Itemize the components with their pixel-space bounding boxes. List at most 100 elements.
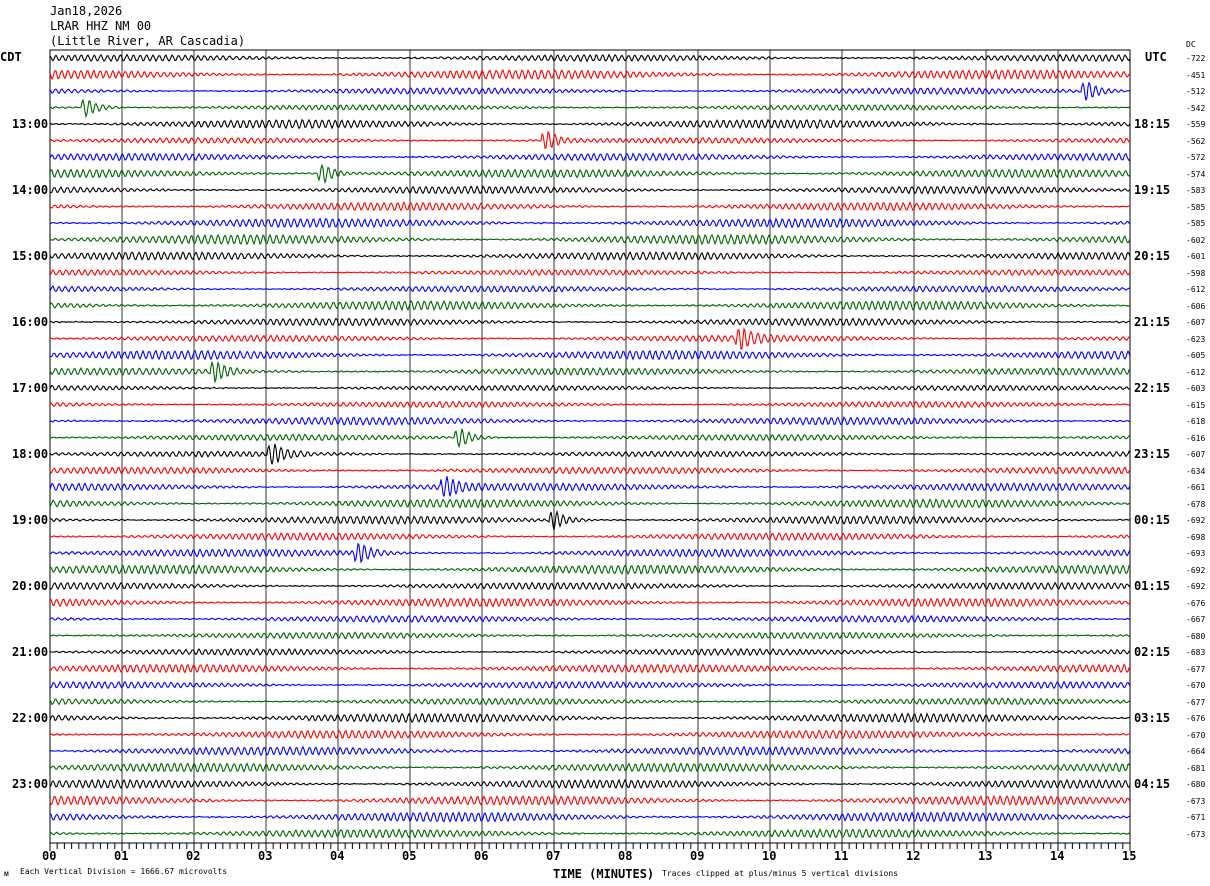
- seismic-trace: [49, 712, 1131, 724]
- x-tick-label: 08: [618, 849, 633, 863]
- dc-offset-label: -585: [1186, 202, 1206, 212]
- seismic-trace: [50, 542, 1131, 564]
- x-tick-label: 15: [1122, 849, 1137, 863]
- left-hour-label: 17:00: [12, 381, 49, 395]
- dc-offset-label: -572: [1186, 153, 1206, 162]
- seismic-trace: [49, 53, 1131, 63]
- seismic-trace: [49, 563, 1131, 576]
- seismic-trace: [49, 400, 1131, 409]
- seismic-trace: [49, 217, 1131, 229]
- dc-offset-label: -664: [1186, 747, 1206, 756]
- seismic-trace: [49, 614, 1131, 624]
- right-hour-label: 01:15: [1134, 579, 1171, 593]
- dc-offset-label: -605: [1186, 351, 1206, 360]
- seismic-trace: [49, 597, 1131, 609]
- seismic-trace: [49, 465, 1131, 475]
- left-hour-label: 19:00: [12, 513, 49, 527]
- seismic-trace: [49, 416, 1130, 427]
- dc-offset-label: -607: [1186, 318, 1206, 327]
- x-tick-label: 11: [834, 849, 849, 863]
- right-hour-label: 03:15: [1134, 711, 1171, 725]
- dc-offset-label: -692: [1186, 516, 1206, 525]
- seismic-trace: [49, 233, 1131, 246]
- left-hour-label: 22:00: [12, 711, 49, 725]
- left-hour-label: 16:00: [12, 315, 49, 329]
- dc-offset-label: -673: [1186, 796, 1206, 806]
- seismic-trace: [49, 384, 1131, 392]
- dc-offset-label: -616: [1186, 433, 1206, 443]
- location-label: (Little River, AR Cascadia): [50, 34, 246, 48]
- seismic-trace: [49, 443, 1131, 465]
- left-hour-label: 18:00: [12, 447, 49, 461]
- dc-offset-label: -698: [1186, 532, 1206, 542]
- seismic-trace: [49, 152, 1131, 162]
- x-tick-label: 10: [762, 849, 777, 863]
- dc-offset-label: -671: [1186, 813, 1206, 822]
- scale-note: Each Vertical Division = 1666.67 microvo…: [20, 867, 228, 876]
- right-hour-label: 02:15: [1134, 645, 1171, 659]
- right-hour-label: 21:15: [1134, 315, 1171, 329]
- seismic-trace: [49, 828, 1131, 839]
- seismic-trace: [49, 581, 1131, 591]
- seismic-trace: [49, 697, 1131, 706]
- dc-offset-label: -512: [1186, 87, 1206, 96]
- dc-offset-label: -623: [1186, 334, 1206, 344]
- seismic-trace: [49, 360, 1131, 384]
- dc-offset-label: -680: [1186, 631, 1206, 641]
- x-tick-label: 09: [690, 849, 705, 863]
- left-hour-label: 23:00: [12, 777, 49, 791]
- dc-offset-label: -607: [1186, 450, 1206, 459]
- seismic-trace: [49, 349, 1131, 361]
- dc-offset-label: -661: [1186, 483, 1206, 492]
- station-label: LRAR HHZ NM 00: [50, 19, 152, 33]
- dc-offset-label: -598: [1186, 268, 1206, 278]
- right-hour-label: 04:15: [1134, 777, 1171, 791]
- right-hour-label: 18:15: [1134, 117, 1171, 131]
- seismic-trace: [49, 185, 1131, 195]
- left-hour-label: 14:00: [12, 183, 49, 197]
- seismic-trace: [49, 428, 1131, 449]
- dc-offset-label: -574: [1186, 169, 1206, 179]
- dc-offset-label: -606: [1186, 301, 1206, 311]
- x-tick-label: 02: [186, 849, 201, 863]
- dc-offset-label: -602: [1186, 235, 1206, 245]
- date-label: Jan18,2026: [50, 4, 123, 18]
- seismic-trace: [49, 745, 1131, 757]
- seismic-trace: [49, 98, 1131, 119]
- seismic-trace: [49, 762, 1131, 773]
- dc-offset-label: -603: [1186, 384, 1206, 393]
- dc-offset-label: -722: [1186, 54, 1206, 63]
- x-tick-label: 06: [474, 849, 489, 863]
- dc-offset-label: -601: [1186, 252, 1206, 261]
- dc-offset-label: -585: [1186, 219, 1206, 228]
- dc-offset-label: -670: [1186, 681, 1206, 690]
- dc-offset-label: -615: [1186, 400, 1206, 410]
- dc-offset-label: -583: [1186, 186, 1206, 195]
- x-tick-label: 14: [1050, 849, 1065, 863]
- seismic-trace: [49, 476, 1131, 497]
- dc-offset-label: -559: [1186, 120, 1206, 129]
- dc-offset-label: -673: [1186, 829, 1206, 839]
- left-hour-label: 20:00: [12, 579, 49, 593]
- left-hour-label: 15:00: [12, 249, 49, 263]
- x-tick-label: 03: [258, 849, 273, 863]
- dc-offset-label: -542: [1186, 103, 1206, 113]
- x-tick-label: 01: [114, 849, 129, 863]
- seismic-trace: [49, 794, 1131, 807]
- right-hour-label: 22:15: [1134, 381, 1171, 395]
- dc-offset-label: -677: [1186, 664, 1206, 674]
- right-hour-label: 23:15: [1134, 447, 1171, 461]
- right-hour-label: 00:15: [1134, 513, 1171, 527]
- left-hour-label: 21:00: [12, 645, 49, 659]
- dc-offset-label: -670: [1186, 730, 1206, 740]
- x-tick-label: 12: [906, 849, 921, 863]
- x-axis-label: TIME (MINUTES): [553, 867, 655, 881]
- seismic-trace: [49, 647, 1131, 657]
- dc-offset-label: -681: [1186, 763, 1206, 773]
- dc-offset-label: -612: [1186, 367, 1206, 377]
- dc-offset-label: -692: [1186, 565, 1206, 575]
- dc-offset-label: -667: [1186, 615, 1206, 624]
- seismic-trace: [49, 299, 1131, 312]
- seismic-trace: [49, 268, 1131, 277]
